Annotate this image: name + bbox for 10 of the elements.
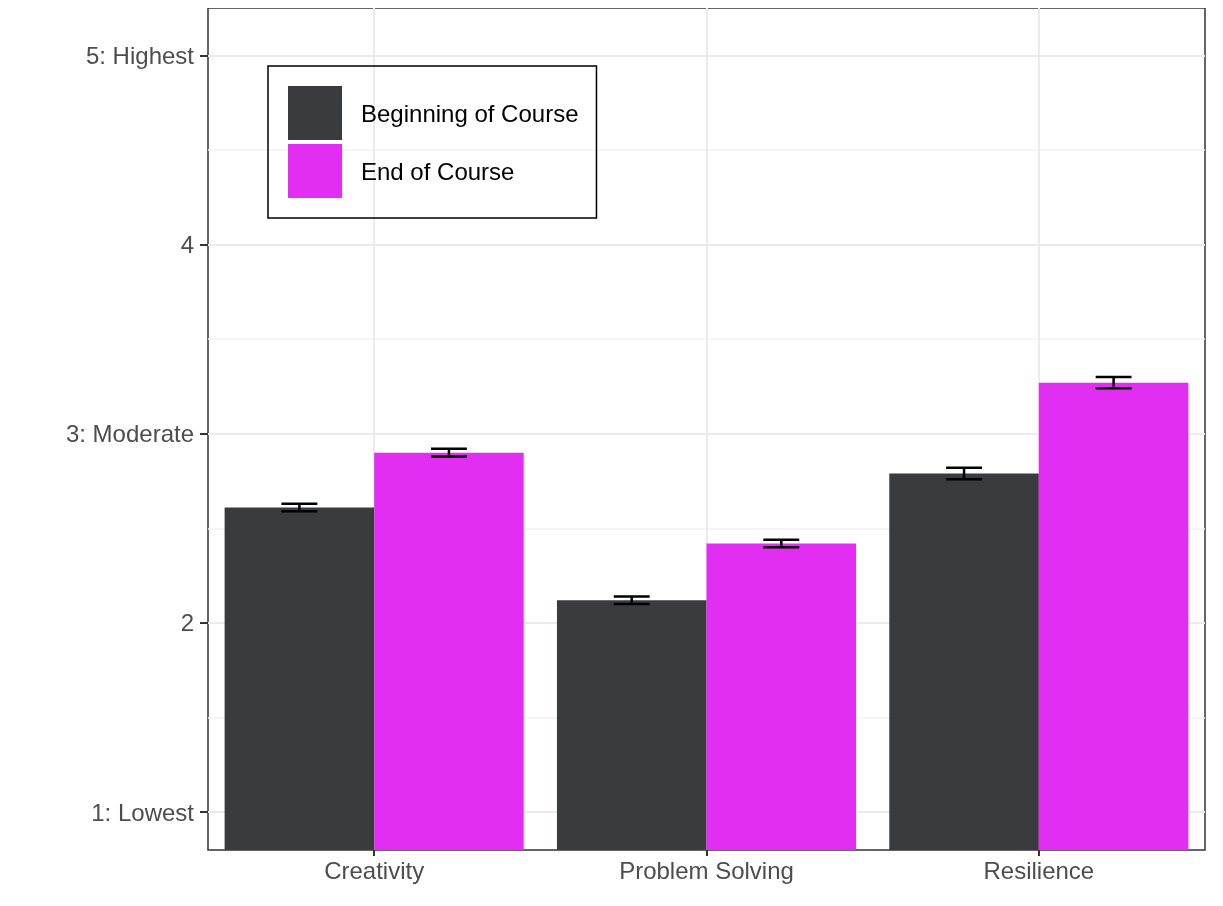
y-tick-label: 3: Moderate: [65, 420, 194, 448]
y-tick-label: 2: [180, 609, 194, 637]
y-tick-label: 5: Highest: [85, 41, 195, 69]
x-tick-label: Problem Solving: [619, 856, 794, 884]
x-tick-label: Creativity: [324, 856, 425, 884]
y-tick-label: 4: [180, 231, 194, 259]
legend-label: Beginning of Course: [361, 99, 579, 127]
y-tick-label: 1: Lowest: [91, 798, 195, 826]
x-tick-label: Resilience: [983, 856, 1095, 884]
legend-label: End of Course: [361, 157, 515, 185]
